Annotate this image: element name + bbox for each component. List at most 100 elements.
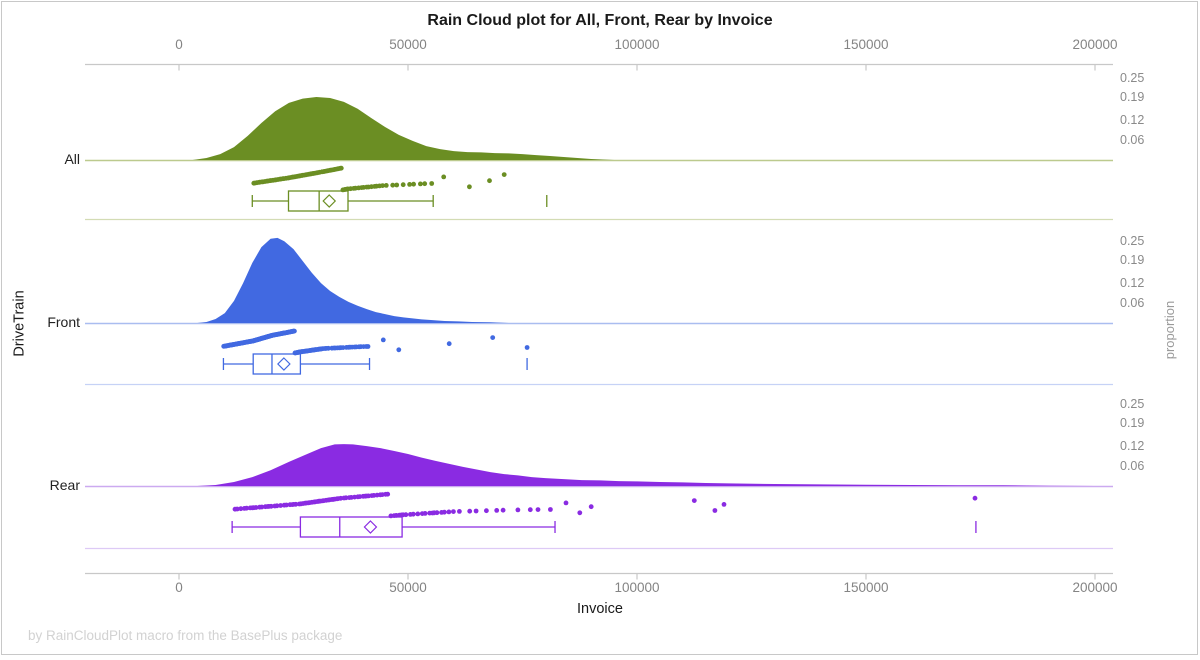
rain-dot [317, 498, 322, 504]
box-front [252, 353, 302, 375]
rain-dot [269, 333, 275, 338]
rain-dot [257, 504, 262, 510]
proportion-tick-label: 0.25 [1120, 396, 1145, 411]
rain-dot [341, 495, 347, 501]
rain-dot [548, 507, 553, 512]
rain-dot [296, 173, 302, 179]
rain-dot [390, 182, 396, 188]
rain-dot [419, 511, 425, 516]
rain-dot [277, 176, 283, 182]
proportion-tick-label: 0.19 [1120, 416, 1145, 431]
rain-dot [258, 336, 264, 341]
rain-dot [272, 503, 278, 509]
rain-outlier-dot [441, 174, 447, 180]
x-tick-label-top: 200000 [1072, 37, 1118, 52]
rain-dot [400, 512, 406, 518]
rain-dot [359, 185, 364, 191]
density-cloud-front [197, 237, 509, 323]
rain-dot [383, 183, 389, 188]
rain-outlier-dot [487, 178, 492, 184]
rain-dot [380, 183, 385, 189]
rain-dot [266, 504, 272, 509]
chart-title: Rain Cloud plot for All, Front, Rear by … [427, 12, 773, 29]
rain-dot [377, 492, 383, 498]
rain-dot [254, 337, 260, 343]
rain-dot [340, 345, 346, 350]
rain-outlier-dot [588, 504, 594, 510]
x-tick-label-bottom: 100000 [614, 580, 660, 595]
rain-outlier-dot [691, 498, 697, 503]
rain-dot [451, 509, 456, 514]
rain-dot [325, 497, 331, 503]
rain-dot [429, 181, 435, 186]
rain-dot [278, 503, 283, 508]
proportion-tick-label: 0.06 [1120, 296, 1145, 311]
rain-dot [224, 343, 230, 349]
x-tick-label-bottom: 150000 [843, 580, 889, 595]
rain-outlier-dot [501, 172, 507, 178]
rain-dot [352, 344, 357, 350]
rain-dot [272, 177, 278, 183]
rain-dot [335, 166, 341, 172]
rain-outlier-dot [563, 500, 569, 506]
box-all [287, 190, 349, 212]
x-tick-label-top: 100000 [614, 37, 660, 52]
rain-dot [415, 511, 421, 517]
rain-dot [276, 331, 281, 337]
proportion-tick-label: 0.12 [1120, 113, 1145, 128]
rain-dot [431, 510, 437, 516]
rain-outlier-dot [712, 508, 718, 513]
rain-outlier-dot [524, 345, 530, 350]
proportion-tick-label: 0.12 [1120, 276, 1145, 291]
rain-dot [400, 182, 406, 188]
rain-dot [285, 175, 291, 181]
proportion-tick-label: 0.06 [1120, 133, 1145, 148]
rain-dot [369, 493, 375, 498]
proportion-tick-label: 0.25 [1120, 70, 1145, 85]
rain-dot [394, 182, 400, 188]
rain-dot [297, 501, 302, 507]
x-tick-label-top: 50000 [389, 37, 427, 52]
rain-dot [397, 512, 402, 518]
proportion-tick-label: 0.12 [1120, 439, 1145, 454]
footer-credit: by RainCloudPlot macro from the BasePlus… [28, 628, 343, 643]
rain-outlier-dot [577, 510, 583, 516]
rain-dot [247, 505, 253, 511]
rain-dot [473, 508, 479, 514]
rain-dot [500, 507, 506, 513]
rain-dot [408, 512, 413, 517]
rain-dot [307, 171, 313, 177]
rain-dot [291, 502, 296, 507]
rain-dot [364, 493, 369, 499]
rain-dot [418, 181, 423, 187]
rain-dot [515, 507, 521, 513]
rain-outlier-dot [721, 502, 727, 507]
rain-dot [322, 346, 328, 351]
rain-dot [289, 174, 295, 180]
rain-outlier-dot [467, 184, 472, 190]
x-axis-title: Invoice [577, 601, 623, 617]
rain-dot [331, 496, 337, 502]
rain-dot [467, 508, 473, 514]
rain-dot [383, 491, 388, 497]
rain-dot [245, 339, 251, 345]
rain-dot [427, 510, 433, 516]
rain-dot [232, 506, 238, 512]
rain-dot [302, 500, 308, 506]
rain-dot [279, 331, 285, 336]
rain-dot [264, 178, 270, 184]
proportion-tick-label: 0.06 [1120, 459, 1145, 474]
proportion-tick-label: 0.19 [1120, 253, 1145, 268]
rain-dot [364, 184, 369, 190]
rain-dot [422, 181, 428, 187]
proportion-tick-label: 0.19 [1120, 90, 1145, 105]
rain-dot [326, 345, 331, 351]
rain-points-rear [232, 491, 978, 519]
rain-dot [331, 167, 337, 173]
category-label-front: Front [47, 314, 80, 330]
rain-dot [314, 170, 320, 176]
rain-outlier-dot [380, 337, 386, 343]
